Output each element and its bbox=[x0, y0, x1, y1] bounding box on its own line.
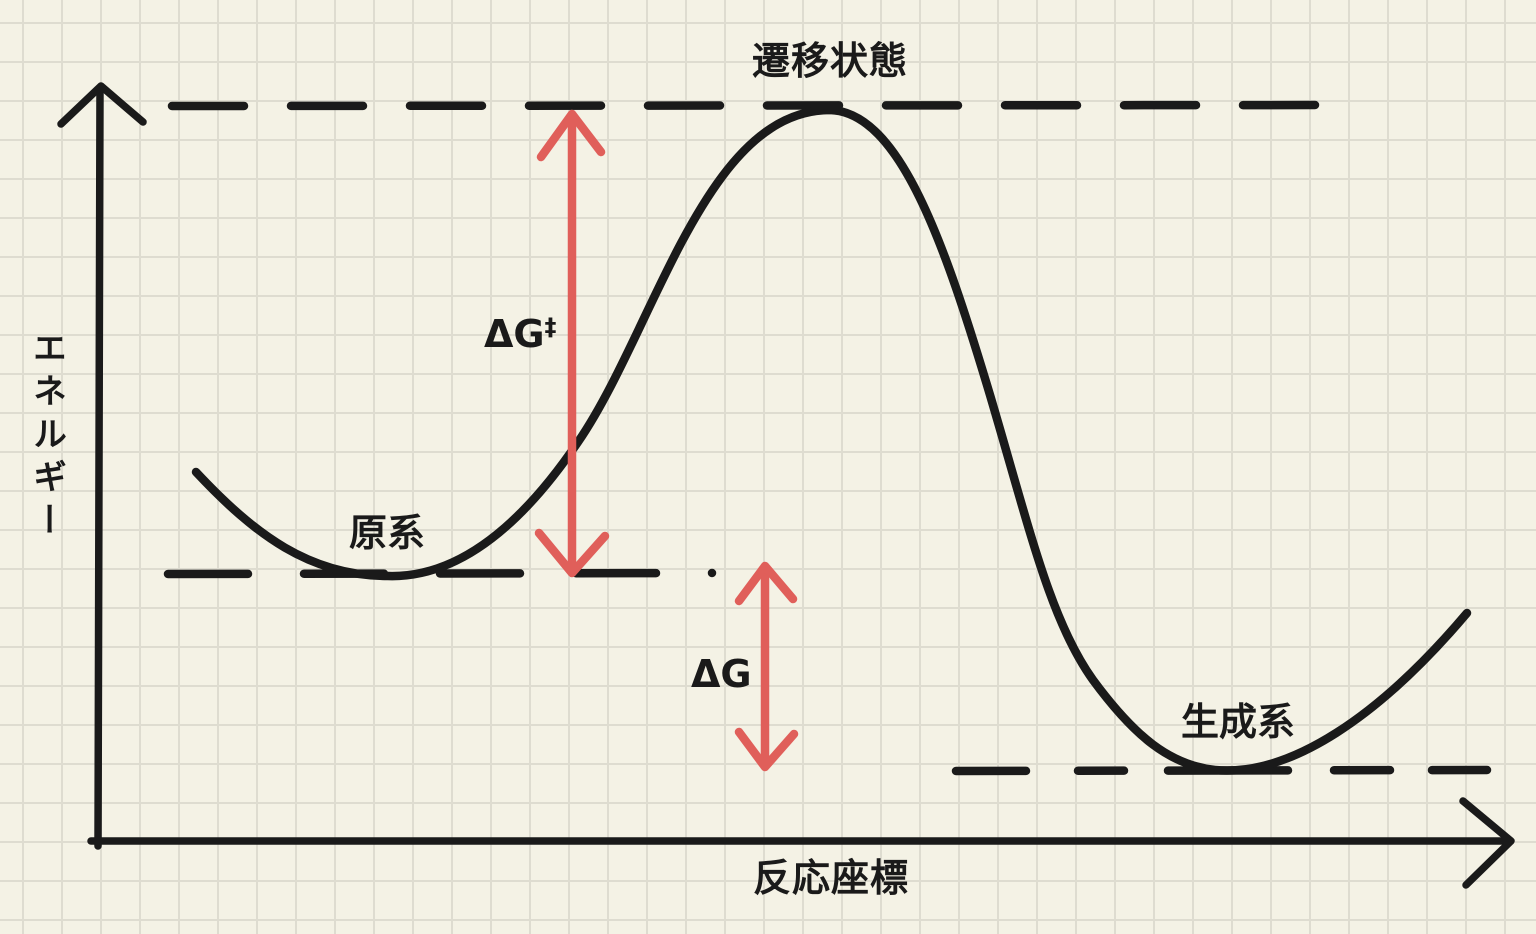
arrow-down-icon bbox=[534, 528, 610, 578]
reaction-free-energy-arrow bbox=[734, 561, 799, 772]
x-axis-arrowhead-icon bbox=[1459, 797, 1515, 889]
double-dagger-superscript: ‡ bbox=[544, 313, 557, 342]
activation-energy-arrow bbox=[534, 109, 610, 578]
arrow-up-icon bbox=[536, 109, 606, 162]
reactant-level-dashed-line bbox=[163, 568, 717, 579]
arrow-down-icon bbox=[734, 727, 799, 772]
activation-energy-label-base: ΔG bbox=[484, 312, 545, 356]
reaction-energy-curve bbox=[191, 105, 1472, 775]
arrow-up-icon bbox=[734, 561, 798, 606]
reactants-label: 原系 bbox=[349, 511, 426, 555]
reaction-free-energy-label: ΔG bbox=[691, 652, 752, 696]
y-axis-arrowhead-icon bbox=[57, 82, 147, 128]
y-axis-label: エネルギー bbox=[26, 330, 67, 545]
activation-energy-label: ΔG‡ bbox=[484, 312, 557, 356]
y-axis-line bbox=[94, 84, 104, 850]
products-label: 生成系 bbox=[1181, 700, 1296, 744]
transition-state-label: 遷移状態 bbox=[752, 39, 909, 83]
x-axis-label: 反応座標 bbox=[753, 856, 910, 900]
transition-level-dashed-line bbox=[167, 100, 1357, 111]
